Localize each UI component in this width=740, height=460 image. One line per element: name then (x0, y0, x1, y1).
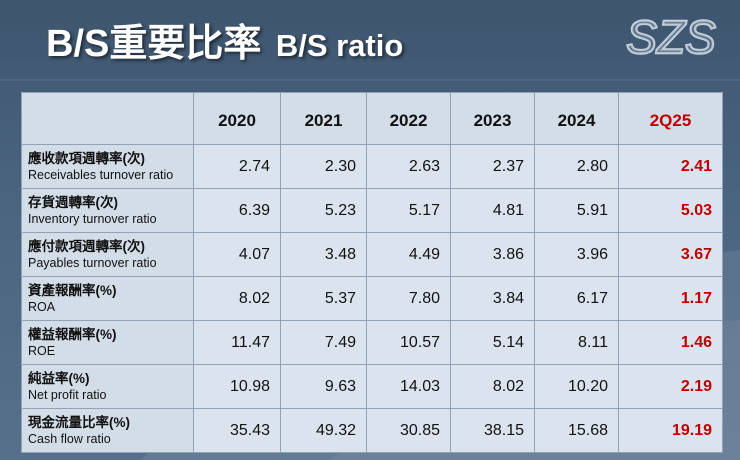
column-header-2q25: 2Q25 (618, 92, 723, 145)
table-cell-latest: 1.46 (618, 320, 723, 365)
table-cell: 10.98 (193, 364, 281, 409)
table-cell: 5.23 (280, 188, 367, 233)
column-header-label (21, 92, 194, 145)
table-cell: 49.32 (280, 408, 367, 453)
column-header-2022: 2022 (366, 92, 451, 145)
table-cell: 11.47 (193, 320, 281, 365)
row-label: 應收款項週轉率(次) Receivables turnover ratio (21, 144, 194, 189)
row-label-zh: 應收款項週轉率(次) (28, 150, 145, 166)
logo-text: SZS (626, 12, 716, 62)
table-cell: 9.63 (280, 364, 367, 409)
page-title: B/S重要比率 B/S ratio (46, 12, 403, 67)
row-label-zh: 應付款項週轉率(次) (28, 238, 145, 254)
row-label-en: ROA (28, 299, 56, 314)
column-header-2020: 2020 (193, 92, 281, 145)
table-cell: 4.81 (450, 188, 535, 233)
table-row: 應付款項週轉率(次) Payables turnover ratio 4.07 … (21, 232, 723, 277)
column-header-2021: 2021 (280, 92, 367, 145)
table-cell: 7.49 (280, 320, 367, 365)
page-title-en: B/S ratio (275, 28, 404, 63)
table-row: 資產報酬率(%) ROA 8.02 5.37 7.80 3.84 6.17 1.… (21, 276, 723, 321)
table-row: 現金流量比率(%) Cash flow ratio 35.43 49.32 30… (21, 408, 723, 453)
page-title-zh: B/S重要比率 (46, 23, 262, 65)
table-cell: 3.48 (280, 232, 367, 277)
logo-text-fill: SZS (626, 12, 716, 62)
table-cell: 3.86 (450, 232, 535, 277)
table-cell: 15.68 (534, 408, 619, 453)
ratio-table: 2020 2021 2022 2023 2024 2Q25 應收款項週轉率(次)… (21, 92, 723, 453)
table-cell-latest: 2.41 (618, 144, 723, 189)
row-label-zh: 資產報酬率(%) (28, 282, 117, 298)
ratio-table-container: 2020 2021 2022 2023 2024 2Q25 應收款項週轉率(次)… (21, 92, 723, 460)
table-row: 存貨週轉率(次) Inventory turnover ratio 6.39 5… (21, 188, 723, 233)
row-label-en: Payables turnover ratio (28, 255, 157, 270)
row-label: 現金流量比率(%) Cash flow ratio (21, 408, 194, 453)
row-label-en: Net profit ratio (28, 387, 107, 402)
table-row: 權益報酬率(%) ROE 11.47 7.49 10.57 5.14 8.11 … (21, 320, 723, 365)
title-bar: B/S重要比率 B/S ratio SZS SZS (0, 0, 740, 76)
row-label-zh: 純益率(%) (28, 370, 90, 386)
row-label: 權益報酬率(%) ROE (21, 320, 194, 365)
column-header-2023: 2023 (450, 92, 535, 145)
table-cell-latest: 19.19 (618, 408, 723, 453)
row-label-zh: 存貨週轉率(次) (28, 194, 118, 210)
row-label-zh: 現金流量比率(%) (28, 414, 130, 430)
column-header-2024: 2024 (534, 92, 619, 145)
table-cell-latest: 1.17 (618, 276, 723, 321)
row-label-en: Inventory turnover ratio (28, 211, 157, 226)
table-cell: 7.80 (366, 276, 451, 321)
table-cell: 30.85 (366, 408, 451, 453)
table-cell: 35.43 (193, 408, 281, 453)
row-label: 應付款項週轉率(次) Payables turnover ratio (21, 232, 194, 277)
table-cell: 8.02 (193, 276, 281, 321)
table-cell: 2.74 (193, 144, 281, 189)
table-row: 應收款項週轉率(次) Receivables turnover ratio 2.… (21, 144, 723, 189)
table-cell: 10.57 (366, 320, 451, 365)
row-label: 純益率(%) Net profit ratio (21, 364, 194, 409)
row-label: 存貨週轉率(次) Inventory turnover ratio (21, 188, 194, 233)
row-label-en: ROE (28, 343, 56, 358)
table-header-row: 2020 2021 2022 2023 2024 2Q25 (21, 92, 723, 145)
table-cell: 5.91 (534, 188, 619, 233)
table-cell: 2.37 (450, 144, 535, 189)
table-cell: 4.49 (366, 232, 451, 277)
table-cell: 3.84 (450, 276, 535, 321)
table-cell: 6.17 (534, 276, 619, 321)
table-cell: 2.63 (366, 144, 451, 189)
table-cell: 10.20 (534, 364, 619, 409)
table-row: 純益率(%) Net profit ratio 10.98 9.63 14.03… (21, 364, 723, 409)
table-cell: 8.02 (450, 364, 535, 409)
row-label-en: Receivables turnover ratio (28, 167, 174, 182)
table-cell-latest: 2.19 (618, 364, 723, 409)
table-cell: 5.17 (366, 188, 451, 233)
table-cell: 2.80 (534, 144, 619, 189)
table-cell: 5.37 (280, 276, 367, 321)
row-label-zh: 權益報酬率(%) (28, 326, 117, 342)
row-label: 資產報酬率(%) ROA (21, 276, 194, 321)
table-cell: 5.14 (450, 320, 535, 365)
table-cell-latest: 3.67 (618, 232, 723, 277)
table-cell: 14.03 (366, 364, 451, 409)
table-cell: 8.11 (534, 320, 619, 365)
table-cell: 2.30 (280, 144, 367, 189)
table-cell-latest: 5.03 (618, 188, 723, 233)
table-cell: 4.07 (193, 232, 281, 277)
table-cell: 38.15 (450, 408, 535, 453)
table-cell: 6.39 (193, 188, 281, 233)
company-logo: SZS SZS (625, 12, 717, 62)
row-label-en: Cash flow ratio (28, 431, 111, 446)
table-cell: 3.96 (534, 232, 619, 277)
